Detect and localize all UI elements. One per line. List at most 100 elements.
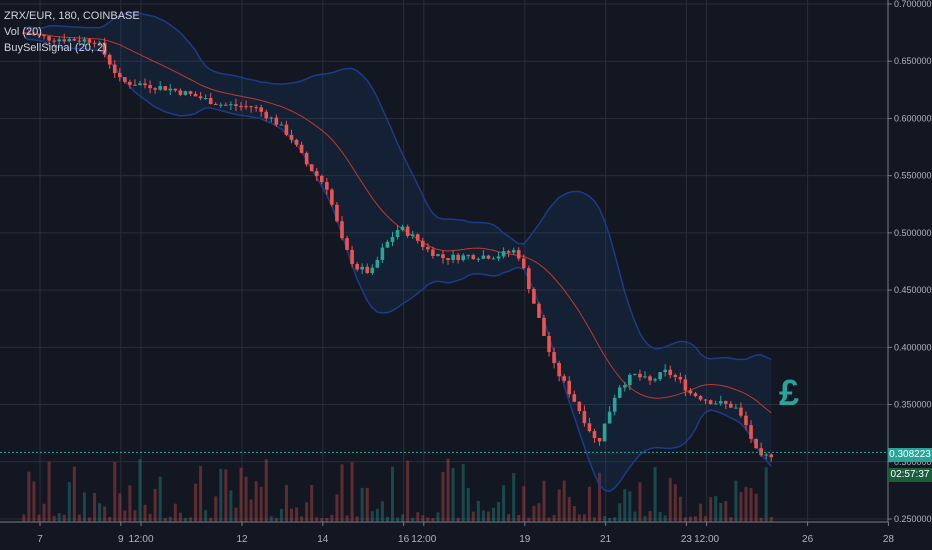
candle: [52, 38, 56, 47]
volume-bar: [370, 511, 374, 522]
volume-bar: [688, 516, 692, 522]
volume-bar: [284, 485, 288, 522]
candle: [693, 391, 698, 398]
candle: [274, 114, 279, 127]
candle: [67, 37, 72, 43]
candle: [138, 80, 142, 86]
volume-bar: [663, 515, 667, 522]
volume-bar: [491, 507, 495, 522]
candle: [249, 105, 253, 113]
candle: [663, 364, 667, 377]
candle: [420, 237, 425, 251]
candle: [395, 225, 400, 240]
candle: [193, 91, 198, 97]
volume-bar: [52, 515, 56, 522]
volume-bars: [22, 458, 773, 522]
volume-bar: [128, 485, 132, 522]
time-axis[interactable]: 7 9 12:00 12 14 16 12:00 19 21 23 12:00 26 28: [0, 521, 894, 545]
volume-bar: [537, 503, 541, 522]
candle: [729, 401, 733, 409]
volume-bar: [426, 517, 430, 522]
volume-bar: [699, 503, 703, 522]
price-axis-label: 0.400000: [894, 342, 932, 352]
volume-bar: [279, 508, 283, 522]
candle: [400, 224, 405, 232]
volume-bar: [365, 487, 369, 522]
candle: [294, 138, 299, 147]
volume-bar: [234, 507, 238, 522]
volume-bar: [254, 481, 258, 522]
candle: [314, 167, 319, 182]
volume-bar: [385, 516, 389, 522]
candle: [764, 452, 768, 460]
candle: [92, 40, 97, 48]
volume-bar: [461, 463, 465, 522]
volume-bar: [401, 514, 405, 522]
volume-bar: [567, 497, 571, 522]
volume-bar: [173, 503, 177, 522]
time-axis-label: 19: [519, 534, 531, 545]
candle: [441, 250, 445, 264]
candle: [456, 253, 460, 264]
candle: [688, 388, 693, 396]
candle: [451, 250, 455, 264]
volume-bar: [704, 516, 708, 522]
candle: [592, 428, 597, 443]
candle: [527, 265, 531, 294]
buysell-indicator-label[interactable]: BuySellSignal (20, 2): [4, 42, 107, 54]
volume-bar: [481, 510, 485, 522]
candle: [718, 395, 723, 406]
candle: [653, 377, 657, 383]
volume-bar: [183, 517, 187, 522]
candle: [208, 92, 213, 105]
candle: [325, 177, 329, 195]
candle: [128, 79, 132, 89]
volume-bar: [305, 502, 309, 522]
candle: [97, 40, 102, 47]
candle: [335, 201, 339, 223]
candle: [769, 453, 774, 462]
candle: [516, 247, 521, 261]
candle: [501, 247, 506, 259]
volume-bar: [421, 515, 425, 522]
symbol-title[interactable]: ZRX/EUR, 180, COINBASE: [4, 10, 140, 22]
volume-bar: [62, 514, 66, 522]
candle: [491, 256, 496, 260]
price-axis-label: 0.700000: [894, 0, 932, 9]
volume-bar: [486, 511, 490, 522]
volume-bar: [673, 484, 677, 522]
candle: [708, 399, 713, 405]
candle: [380, 243, 385, 263]
candle: [415, 233, 420, 244]
candle: [304, 151, 309, 167]
volume-bar: [264, 459, 268, 522]
candle: [143, 78, 147, 89]
candle: [759, 442, 763, 457]
time-axis-label: 26: [802, 534, 814, 545]
candle: [213, 102, 218, 106]
volume-bar: [557, 489, 561, 522]
volume-bar: [300, 516, 304, 522]
volume-bar: [204, 510, 208, 522]
candle: [648, 374, 652, 386]
candle: [22, 29, 26, 34]
volume-bar: [592, 517, 596, 522]
volume-bar: [390, 466, 394, 522]
price-axis-label: 0.350000: [894, 400, 932, 410]
candle: [703, 398, 708, 405]
volume-bar: [411, 517, 415, 522]
candle: [158, 81, 162, 91]
volume-bar: [295, 507, 299, 522]
candle: [754, 438, 758, 449]
volume-bar: [542, 480, 546, 522]
volume-bar: [416, 512, 420, 522]
volume-bar: [229, 490, 233, 522]
volume-indicator-label[interactable]: Vol (20): [4, 26, 42, 38]
candle: [229, 101, 233, 110]
candle: [123, 77, 127, 84]
volume-bar: [350, 462, 354, 522]
candle: [678, 372, 683, 384]
volume-bar: [582, 514, 586, 522]
volume-bar: [633, 511, 637, 522]
